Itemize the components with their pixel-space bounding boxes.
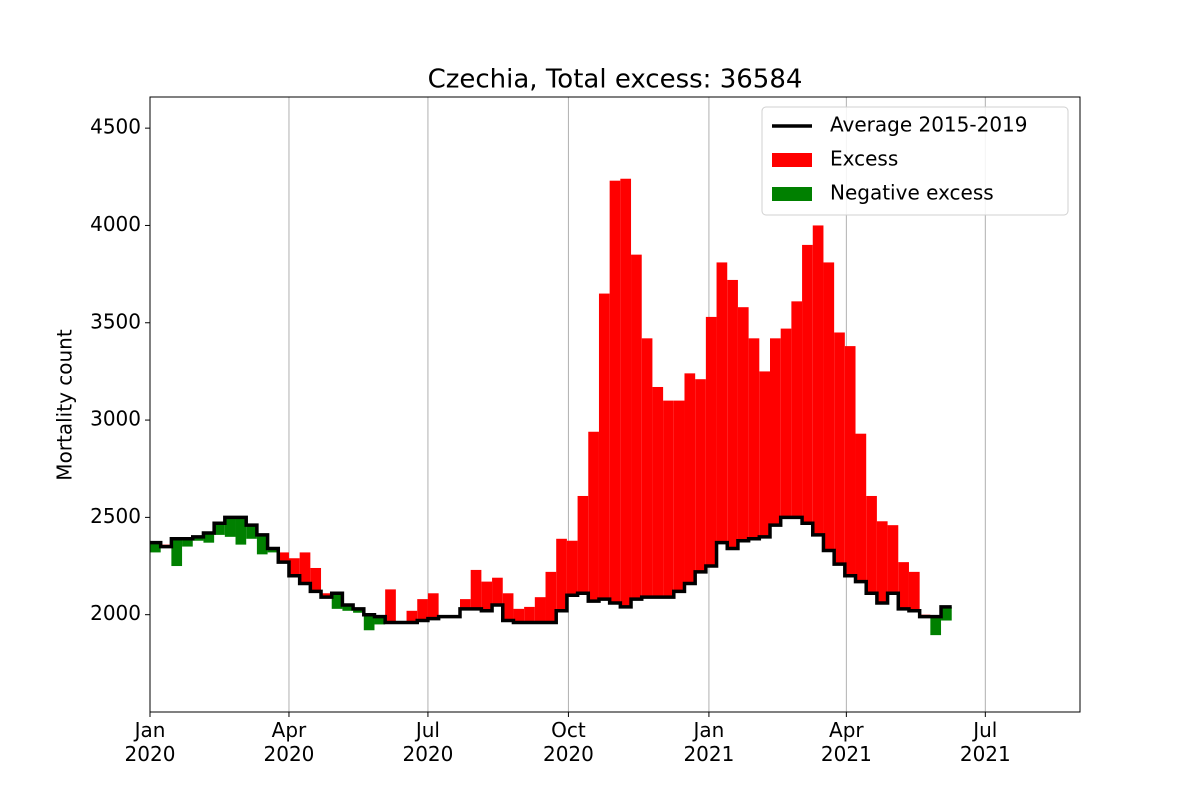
negative-excess-bar bbox=[331, 593, 343, 609]
excess-bar bbox=[748, 338, 760, 539]
legend-label: Excess bbox=[830, 147, 898, 171]
x-tick-label: Jan 2020 bbox=[124, 718, 176, 766]
legend-box bbox=[761, 106, 1069, 216]
negative-excess-bar bbox=[224, 517, 236, 537]
excess-bar bbox=[812, 225, 824, 535]
y-tick-label: 3000 bbox=[90, 407, 141, 431]
excess-bar bbox=[288, 558, 300, 576]
excess-bar bbox=[545, 571, 557, 623]
excess-bar bbox=[310, 567, 322, 592]
excess-bar bbox=[823, 262, 835, 551]
negative-excess-bar bbox=[171, 538, 183, 567]
excess-bar bbox=[727, 279, 738, 549]
excess-bar bbox=[876, 521, 888, 604]
negative-excess-bar bbox=[203, 532, 215, 543]
excess-bar bbox=[770, 338, 781, 526]
x-tick-label: Oct 2020 bbox=[542, 718, 594, 766]
excess-bar bbox=[780, 328, 792, 518]
excess-bar bbox=[385, 589, 396, 623]
excess-bar bbox=[887, 525, 899, 594]
plot-frame bbox=[149, 96, 1081, 713]
excess-bar bbox=[502, 593, 514, 621]
legend-label: Negative excess bbox=[830, 181, 994, 205]
excess-bar bbox=[481, 581, 493, 611]
excess-bar bbox=[631, 254, 642, 600]
chart-title: Czechia, Total excess: 36584 bbox=[428, 65, 803, 95]
excess-bar bbox=[652, 386, 664, 598]
excess-bar bbox=[513, 608, 525, 623]
excess-bar bbox=[460, 599, 471, 609]
excess-bar bbox=[673, 400, 685, 592]
excess-bar bbox=[577, 495, 589, 594]
y-tick-label: 3500 bbox=[90, 309, 141, 333]
x-tick-label: Apr 2021 bbox=[820, 718, 872, 766]
excess-bar bbox=[609, 180, 621, 604]
excess-bar bbox=[492, 577, 503, 605]
excess-bar bbox=[844, 346, 856, 576]
excess-bar bbox=[898, 562, 909, 609]
excess-bar bbox=[556, 538, 567, 611]
x-tick-label: Jan 2021 bbox=[683, 718, 735, 766]
excess-bar bbox=[566, 540, 578, 596]
excess-bar bbox=[663, 400, 674, 598]
negative-excess-bar bbox=[930, 616, 942, 636]
negative-excess-bar bbox=[182, 538, 193, 547]
excess-bar bbox=[321, 593, 332, 598]
excess-bar bbox=[908, 571, 920, 611]
excess-bar bbox=[705, 316, 717, 567]
negative-excess-bar bbox=[374, 616, 386, 625]
negative-excess-bar bbox=[941, 606, 952, 621]
negative-excess-bar bbox=[214, 523, 225, 535]
negative-excess-bar bbox=[192, 536, 204, 541]
average-line bbox=[150, 515, 952, 625]
x-tick-label: Jul 2020 bbox=[402, 718, 454, 766]
negative-excess-bar bbox=[353, 608, 364, 613]
negative-excess-bar bbox=[235, 517, 247, 545]
negative-excess-bar bbox=[150, 542, 161, 553]
x-tick-label: Jul 2021 bbox=[959, 718, 1011, 766]
y-tick-label: 4500 bbox=[90, 115, 141, 139]
negative-excess-bar bbox=[246, 525, 257, 539]
excess-bar bbox=[598, 293, 610, 600]
y-tick-label: 2000 bbox=[90, 601, 141, 625]
excess-bar bbox=[588, 431, 599, 602]
excess-bar bbox=[641, 338, 653, 598]
excess-bar bbox=[299, 552, 311, 584]
excess-bar bbox=[855, 433, 867, 582]
excess-bar bbox=[866, 495, 877, 594]
excess-bar bbox=[417, 599, 428, 621]
negative-excess-bar bbox=[342, 604, 354, 611]
negative-excess-bar bbox=[363, 614, 375, 631]
y-tick-label: 2500 bbox=[90, 504, 141, 528]
x-tick-label: Apr 2020 bbox=[263, 718, 315, 766]
excess-bar bbox=[427, 593, 439, 619]
legend-swatch bbox=[772, 153, 812, 167]
excess-bar bbox=[791, 301, 803, 518]
negative-excess-bar bbox=[267, 548, 279, 553]
excess-bar bbox=[470, 569, 482, 609]
excess-bar bbox=[620, 178, 632, 607]
legend-label: Average 2015-2019 bbox=[830, 113, 1028, 137]
excess-bar bbox=[406, 610, 418, 623]
excess-bar bbox=[834, 332, 845, 565]
excess-bar bbox=[802, 244, 813, 524]
legend-swatch bbox=[772, 187, 812, 201]
excess-bar bbox=[684, 373, 696, 584]
excess-bar bbox=[759, 371, 770, 537]
excess-bar bbox=[534, 597, 546, 623]
excess-bar bbox=[278, 552, 289, 563]
negative-excess-bar bbox=[256, 534, 268, 555]
excess-bar bbox=[524, 606, 535, 623]
legend: Average 2015-2019 Excess Negative excess bbox=[761, 106, 1069, 216]
y-tick-label: 4000 bbox=[90, 212, 141, 236]
excess-bar bbox=[695, 379, 706, 572]
excess-bar bbox=[737, 307, 749, 541]
y-axis-label: Mortality count bbox=[53, 329, 77, 481]
excess-bar bbox=[716, 262, 728, 543]
